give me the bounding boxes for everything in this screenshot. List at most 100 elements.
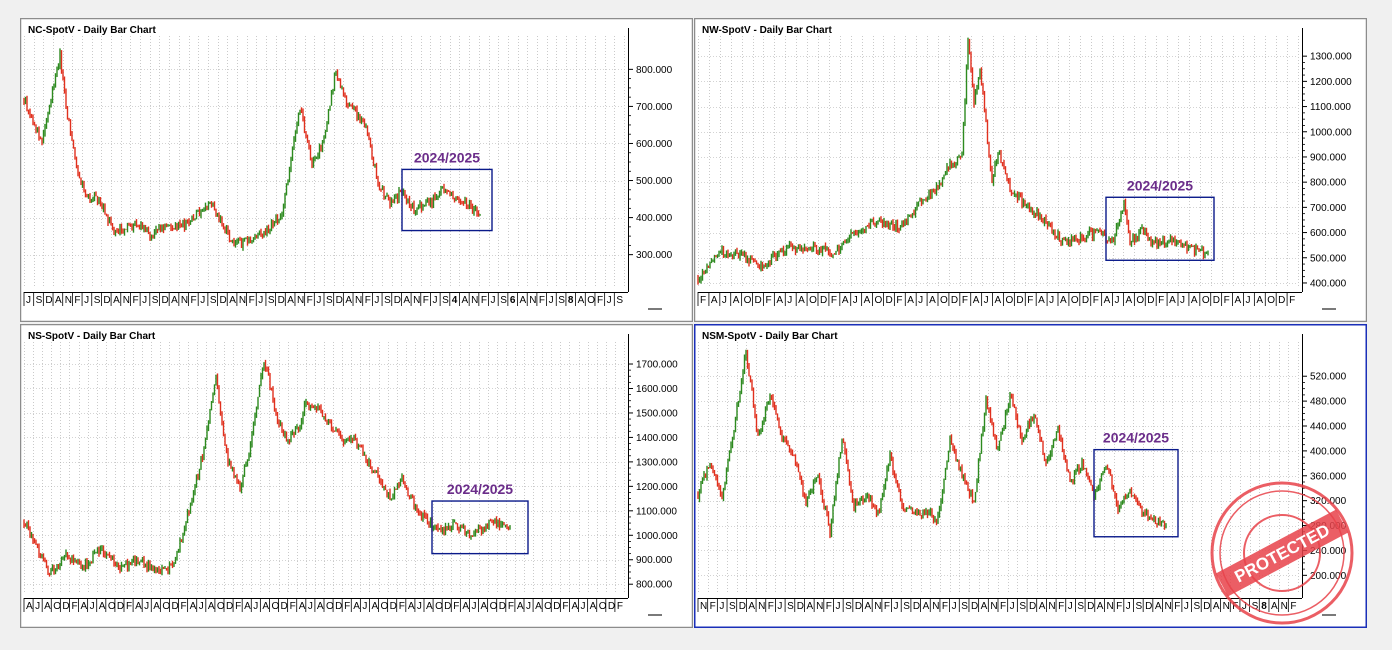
- x-tick-label: N: [932, 601, 939, 612]
- x-tick-label: F: [539, 295, 545, 306]
- x-tick-label: D: [281, 601, 288, 612]
- y-tick-label: 520.000: [1310, 372, 1347, 383]
- x-tick-label: O: [381, 601, 389, 612]
- x-tick-label: A: [806, 601, 813, 612]
- x-tick-label: D: [444, 601, 451, 612]
- x-tick-label: N: [181, 295, 188, 306]
- x-tick-label: A: [262, 601, 269, 612]
- x-tick-label: J: [719, 601, 724, 612]
- x-tick-label: A: [1104, 295, 1111, 306]
- x-tick-label: J: [787, 295, 792, 306]
- x-tick-label: D: [1278, 295, 1285, 306]
- x-tick-label: D: [62, 601, 69, 612]
- x-tick-label: A: [190, 601, 197, 612]
- y-tick-label: 480.000: [1310, 397, 1347, 408]
- x-tick-label: F: [423, 295, 429, 306]
- x-tick-label: D: [608, 601, 615, 612]
- x-tick-label: D: [161, 295, 168, 306]
- x-tick-label: D: [394, 295, 401, 306]
- x-tick-label: N: [297, 295, 304, 306]
- x-tick-label: J: [1245, 295, 1250, 306]
- grid-lines: [24, 36, 625, 288]
- x-tick-label: F: [508, 601, 514, 612]
- x-tick-label: F: [765, 295, 771, 306]
- x-tick-label: F: [1000, 601, 1006, 612]
- chart-svg-nw: 2024/2025 NW-SpotV - Daily Bar Chart 1300.…: [694, 18, 1367, 322]
- y-tick-label: 500.000: [1310, 253, 1347, 264]
- x-tick-label: A: [973, 295, 980, 306]
- x-tick-label: D: [103, 295, 110, 306]
- x-tick-label: 8: [1261, 601, 1267, 612]
- x-tick-label: F: [562, 601, 568, 612]
- x-tick-label: F: [181, 601, 187, 612]
- y-tick-label: 300.000: [636, 250, 673, 261]
- x-tick-label: D: [499, 601, 506, 612]
- scroll-handle[interactable]: [1322, 614, 1336, 616]
- x-tick-label: A: [842, 295, 849, 306]
- x-tick-label: F: [1289, 295, 1295, 306]
- x-tick-label: J: [984, 295, 989, 306]
- chart-window-nc[interactable]: 2024/2025 NC-SpotV - Daily Bar Chart 800.0…: [20, 18, 693, 322]
- x-tick-label: F: [307, 295, 313, 306]
- x-tick-label: F: [617, 601, 623, 612]
- x-tick-label: O: [1005, 295, 1013, 306]
- x-tick-label: A: [1256, 295, 1263, 306]
- y-tick-label: 440.000: [1310, 422, 1347, 433]
- x-tick-label: A: [229, 295, 236, 306]
- y-tick-label: 400.000: [1310, 278, 1347, 289]
- x-tick-label: D: [553, 601, 560, 612]
- chart-window-nw[interactable]: 2024/2025 NW-SpotV - Daily Bar Chart 1300.…: [694, 18, 1367, 322]
- x-tick-label: D: [1016, 295, 1023, 306]
- x-tick-label: A: [571, 601, 578, 612]
- y-tick-label: 800.000: [636, 65, 673, 76]
- x-tick-label: F: [126, 601, 132, 612]
- x-tick-label: D: [278, 295, 285, 306]
- x-tick-label: O: [940, 295, 948, 306]
- x-tick-label: F: [453, 601, 459, 612]
- x-tick-label: A: [371, 601, 378, 612]
- chart-window-ns[interactable]: 2024/2025 NS-SpotV - Daily Bar Chart 1700.…: [20, 324, 693, 628]
- y-tick-label: 1300.000: [636, 457, 678, 468]
- x-tick-label: S: [845, 601, 852, 612]
- scroll-handle[interactable]: [648, 614, 662, 616]
- x-tick-label: O: [587, 295, 595, 306]
- x-tick-label: J: [526, 601, 531, 612]
- x-tick-label: N: [816, 601, 823, 612]
- x-tick-label: J: [952, 601, 957, 612]
- y-tick-label: 1100.000: [1310, 102, 1351, 113]
- x-tick-label: 8: [568, 295, 574, 306]
- x-tick-label: A: [208, 601, 215, 612]
- x-tick-label: D: [1145, 601, 1152, 612]
- scroll-handle[interactable]: [648, 308, 662, 310]
- x-tick-label: N: [1223, 601, 1230, 612]
- x-tick-label: S: [442, 295, 449, 306]
- x-tick-label: J: [1010, 601, 1015, 612]
- x-tick-label: A: [81, 601, 88, 612]
- x-tick-label: F: [365, 295, 371, 306]
- price-bars: [23, 48, 481, 251]
- x-tick-label: S: [1252, 601, 1259, 612]
- x-tick-label: O: [875, 295, 883, 306]
- chart-title: NW-SpotV - Daily Bar Chart: [702, 25, 832, 36]
- y-tick-label: 900.000: [636, 555, 673, 566]
- x-tick-label: A: [1039, 601, 1046, 612]
- x-tick-label: S: [94, 295, 101, 306]
- x-tick-label: S: [558, 295, 565, 306]
- x-tick-label: J: [722, 295, 727, 306]
- x-tick-label: D: [336, 295, 343, 306]
- x-tick-label: A: [517, 601, 524, 612]
- x-tick-label: S: [36, 295, 43, 306]
- y-tick-label: 240.000: [1310, 546, 1347, 557]
- x-tick-label: F: [74, 295, 80, 306]
- x-tick-label: O: [217, 601, 225, 612]
- y-tick-label: 600.000: [636, 139, 673, 150]
- x-tick-label: D: [1147, 295, 1154, 306]
- x-tick-label: S: [326, 295, 333, 306]
- scroll-handle[interactable]: [1322, 308, 1336, 310]
- x-tick-label: J: [142, 295, 147, 306]
- x-tick-label: A: [923, 601, 930, 612]
- x-tick-label: F: [710, 601, 716, 612]
- x-tick-label: J: [308, 601, 313, 612]
- x-tick-label: A: [578, 295, 585, 306]
